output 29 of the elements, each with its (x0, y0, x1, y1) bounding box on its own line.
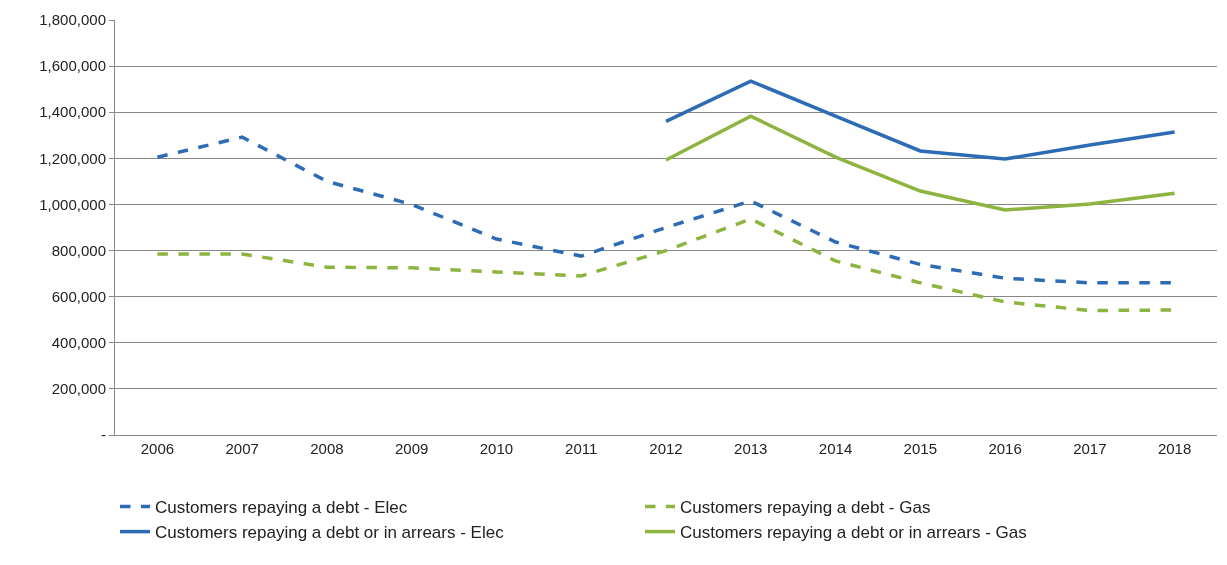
x-tick-label: 2010 (479, 440, 514, 457)
x-tick-label: 2015 (903, 440, 937, 457)
x-tick-label: 2016 (988, 440, 1022, 457)
x-tick-label: 2011 (565, 440, 598, 457)
x-tick-label: 2013 (734, 440, 768, 457)
legend-label: Customers repaying a debt - Gas (680, 498, 931, 518)
x-tick-label: 2012 (649, 440, 683, 457)
x-tick-label: 2007 (225, 440, 259, 457)
y-tick-label: 800,000 (51, 241, 106, 259)
y-tick-label: 1,800,000 (39, 11, 106, 29)
legend-label: Customers repaying a debt or in arrears - Gas (680, 523, 1027, 543)
x-tick-label: 2018 (1157, 440, 1192, 457)
line-series (664, 79, 1177, 161)
x-tick-label: 2008 (310, 440, 344, 457)
y-tick-label: 1,600,000 (39, 57, 106, 75)
x-tick-label: 2009 (395, 440, 429, 457)
y-tick-label: 1,200,000 (39, 149, 106, 167)
y-tick-label: 1,000,000 (39, 195, 106, 213)
y-tick-label: - (101, 426, 106, 444)
legend-label: Customers repaying a debt or in arrears - Elec (155, 523, 505, 543)
legend-label: Customers repaying a debt - Elec (155, 498, 408, 518)
y-tick-label: 400,000 (51, 334, 106, 352)
line-series (664, 114, 1177, 212)
x-tick-label: 2014 (818, 440, 853, 457)
y-tick-label: 600,000 (51, 287, 106, 305)
x-tick-label: 2017 (1073, 440, 1107, 457)
x-tick-label: 2006 (140, 440, 175, 457)
y-tick-label: 200,000 (51, 380, 106, 398)
y-tick-label: 1,400,000 (39, 103, 106, 121)
